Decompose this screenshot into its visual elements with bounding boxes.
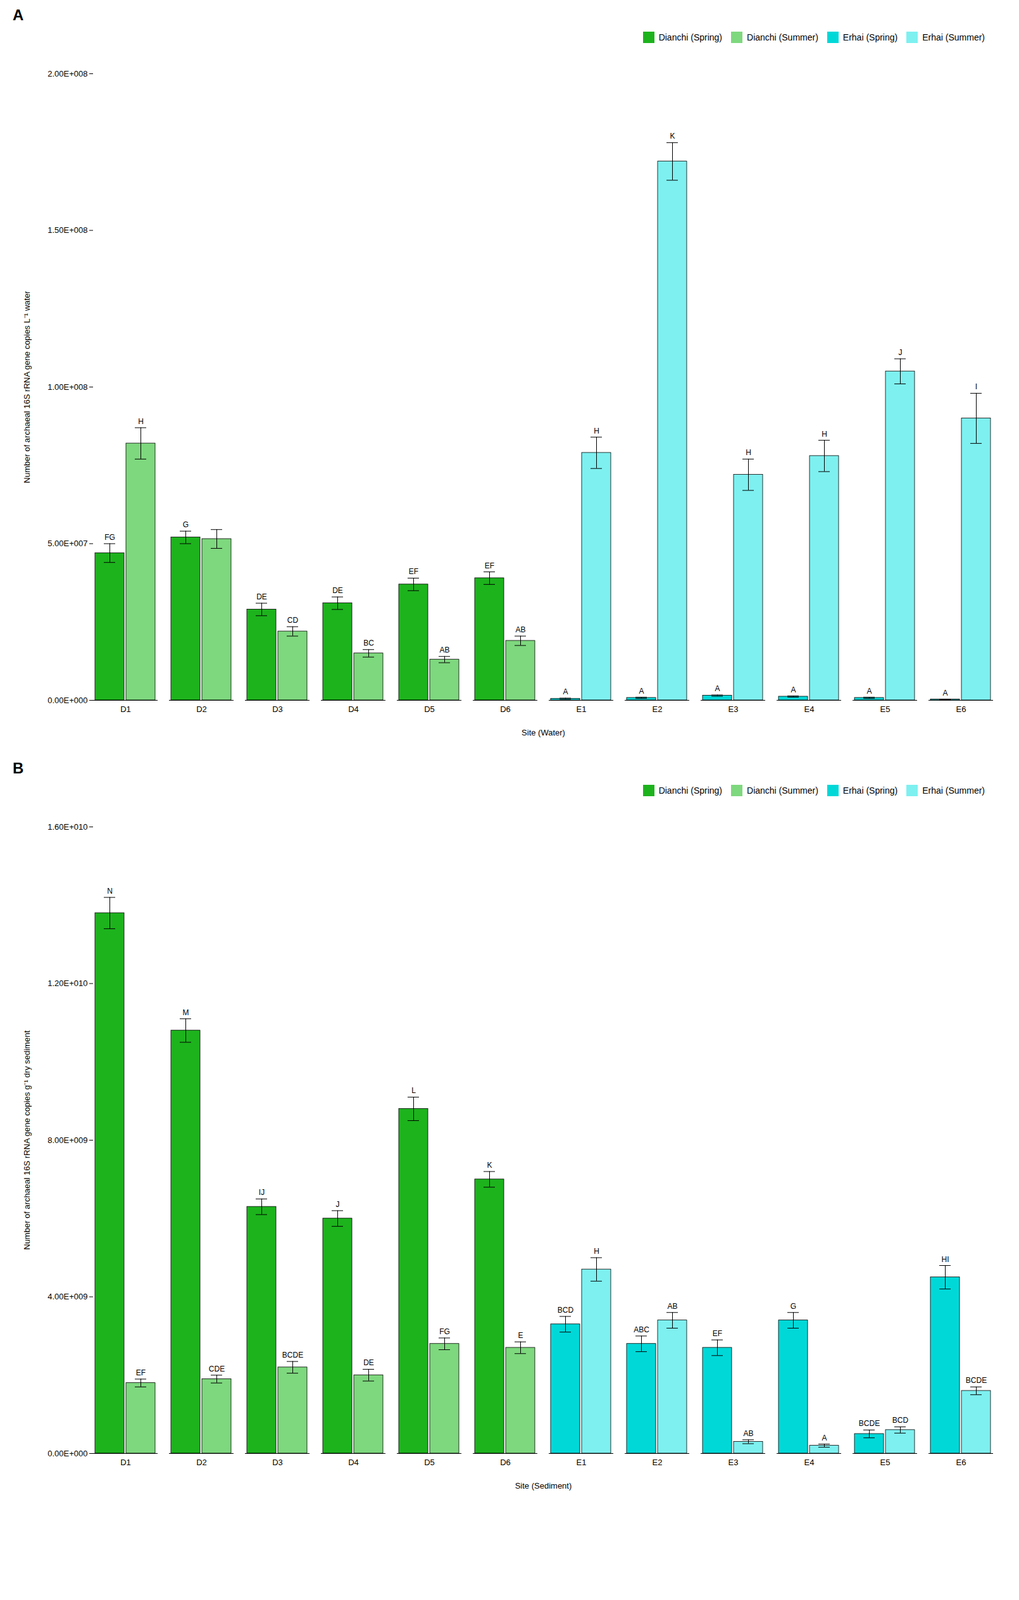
svg-text:G: G bbox=[790, 1301, 797, 1311]
svg-text:BCDE: BCDE bbox=[282, 1350, 304, 1360]
svg-text:E1: E1 bbox=[576, 1457, 587, 1468]
svg-text:E2: E2 bbox=[652, 1457, 663, 1468]
svg-text:E6: E6 bbox=[956, 704, 967, 714]
svg-text:D1: D1 bbox=[120, 1457, 132, 1468]
svg-text:D4: D4 bbox=[348, 704, 359, 714]
svg-text:DE: DE bbox=[332, 586, 344, 595]
html-text:Erhai (Summer): Erhai (Summer) bbox=[922, 785, 985, 796]
html-text:Dianchi (Spring): Dianchi (Spring) bbox=[658, 31, 723, 43]
svg-text:1.50E+008: 1.50E+008 bbox=[47, 225, 88, 235]
svg-text:BCD: BCD bbox=[557, 1305, 575, 1315]
svg-text:EF: EF bbox=[484, 561, 495, 571]
html-text:Dianchi (Summer): Dianchi (Summer) bbox=[746, 31, 819, 43]
svg-text:8.00E+009: 8.00E+009 bbox=[47, 1135, 88, 1145]
svg-text:A: A bbox=[866, 686, 872, 696]
html-text:Erhai (Summer): Erhai (Summer) bbox=[922, 31, 985, 43]
svg-text:EF: EF bbox=[136, 1368, 146, 1378]
svg-text:Site (Sediment): Site (Sediment) bbox=[515, 1481, 573, 1491]
svg-text:1.20E+010: 1.20E+010 bbox=[47, 978, 88, 988]
svg-text:K: K bbox=[669, 131, 675, 141]
svg-text:E4: E4 bbox=[804, 1457, 815, 1468]
svg-text:D3: D3 bbox=[272, 704, 283, 714]
svg-text:D4: D4 bbox=[348, 1457, 359, 1468]
svg-text:D2: D2 bbox=[196, 1457, 207, 1468]
svg-text:Number of archaeal 16S rRNA ge: Number of archaeal 16S rRNA gene copies … bbox=[22, 290, 32, 484]
html-text:Erhai (Spring): Erhai (Spring) bbox=[842, 31, 898, 43]
svg-text:K: K bbox=[486, 1160, 492, 1170]
svg-text:J: J bbox=[336, 1200, 340, 1209]
svg-text:DE: DE bbox=[363, 1358, 375, 1368]
svg-text:D6: D6 bbox=[500, 704, 511, 714]
svg-text:L: L bbox=[411, 1086, 416, 1095]
svg-text:E3: E3 bbox=[728, 704, 739, 714]
svg-text:FG: FG bbox=[104, 532, 116, 542]
svg-text:DE: DE bbox=[256, 592, 268, 602]
html-text:Dianchi (Summer): Dianchi (Summer) bbox=[746, 785, 819, 796]
svg-text:H: H bbox=[593, 1246, 600, 1256]
html-text:Erhai (Spring): Erhai (Spring) bbox=[842, 785, 898, 796]
svg-text:H: H bbox=[137, 417, 144, 426]
svg-text:5.00E+007: 5.00E+007 bbox=[47, 538, 88, 549]
svg-text:CDE: CDE bbox=[208, 1364, 225, 1374]
svg-text:A: A bbox=[942, 688, 948, 698]
svg-text:IJ: IJ bbox=[258, 1187, 265, 1197]
svg-text:EF: EF bbox=[712, 1329, 723, 1338]
svg-text:H: H bbox=[593, 426, 600, 436]
svg-text:ABC: ABC bbox=[633, 1325, 650, 1335]
svg-text:E4: E4 bbox=[804, 704, 815, 714]
svg-text:A: A bbox=[790, 685, 796, 695]
svg-text:H: H bbox=[745, 448, 752, 457]
svg-text:A: A bbox=[638, 686, 644, 696]
svg-text:I: I bbox=[975, 382, 978, 392]
svg-text:D5: D5 bbox=[424, 1457, 435, 1468]
svg-text:EF: EF bbox=[408, 567, 419, 576]
svg-text:N: N bbox=[106, 886, 113, 896]
svg-text:BCD: BCD bbox=[892, 1415, 909, 1425]
svg-text:A: A bbox=[821, 1433, 827, 1443]
svg-text:0.00E+000: 0.00E+000 bbox=[47, 1448, 88, 1459]
svg-text:2.00E+008: 2.00E+008 bbox=[47, 68, 88, 79]
svg-text:0.00E+000: 0.00E+000 bbox=[47, 695, 88, 706]
svg-text:A: A bbox=[562, 687, 568, 697]
svg-text:BCDE: BCDE bbox=[858, 1419, 880, 1428]
svg-text:E5: E5 bbox=[880, 1457, 891, 1468]
svg-text:A: A bbox=[714, 684, 720, 694]
svg-text:D2: D2 bbox=[196, 704, 207, 714]
svg-text:G: G bbox=[182, 520, 189, 530]
svg-text:E: E bbox=[517, 1331, 523, 1340]
svg-text:E3: E3 bbox=[728, 1457, 739, 1468]
svg-text:D5: D5 bbox=[424, 704, 435, 714]
svg-text:E6: E6 bbox=[956, 1457, 967, 1468]
svg-text:M: M bbox=[182, 1008, 190, 1018]
html-text:B: B bbox=[12, 759, 24, 777]
svg-text:AB: AB bbox=[667, 1301, 678, 1311]
svg-text:D1: D1 bbox=[120, 704, 132, 714]
svg-text:1.00E+008: 1.00E+008 bbox=[47, 382, 88, 392]
svg-text:4.00E+009: 4.00E+009 bbox=[47, 1291, 88, 1302]
svg-text:HI: HI bbox=[941, 1255, 950, 1264]
svg-text:D3: D3 bbox=[272, 1457, 283, 1468]
html-text:Dianchi (Spring): Dianchi (Spring) bbox=[658, 785, 723, 796]
svg-text:D6: D6 bbox=[500, 1457, 511, 1468]
svg-text:CD: CD bbox=[287, 615, 299, 625]
svg-text:E1: E1 bbox=[576, 704, 587, 714]
svg-text:H: H bbox=[821, 429, 828, 439]
svg-text:E5: E5 bbox=[880, 704, 891, 714]
svg-text:E2: E2 bbox=[652, 704, 663, 714]
svg-text:J: J bbox=[898, 348, 903, 357]
svg-text:FG: FG bbox=[439, 1327, 451, 1337]
svg-text:BCDE: BCDE bbox=[965, 1375, 987, 1385]
svg-text:BC: BC bbox=[363, 638, 375, 648]
svg-text:Site (Water): Site (Water) bbox=[521, 727, 566, 738]
svg-text:AB: AB bbox=[439, 645, 450, 655]
svg-text:AB: AB bbox=[743, 1429, 754, 1438]
html-text:A: A bbox=[12, 6, 24, 24]
svg-text:1.60E+010: 1.60E+010 bbox=[47, 822, 88, 832]
svg-text:AB: AB bbox=[515, 625, 526, 635]
svg-text:Number of archaeal 16S rRNA ge: Number of archaeal 16S rRNA gene copies … bbox=[22, 1030, 32, 1251]
